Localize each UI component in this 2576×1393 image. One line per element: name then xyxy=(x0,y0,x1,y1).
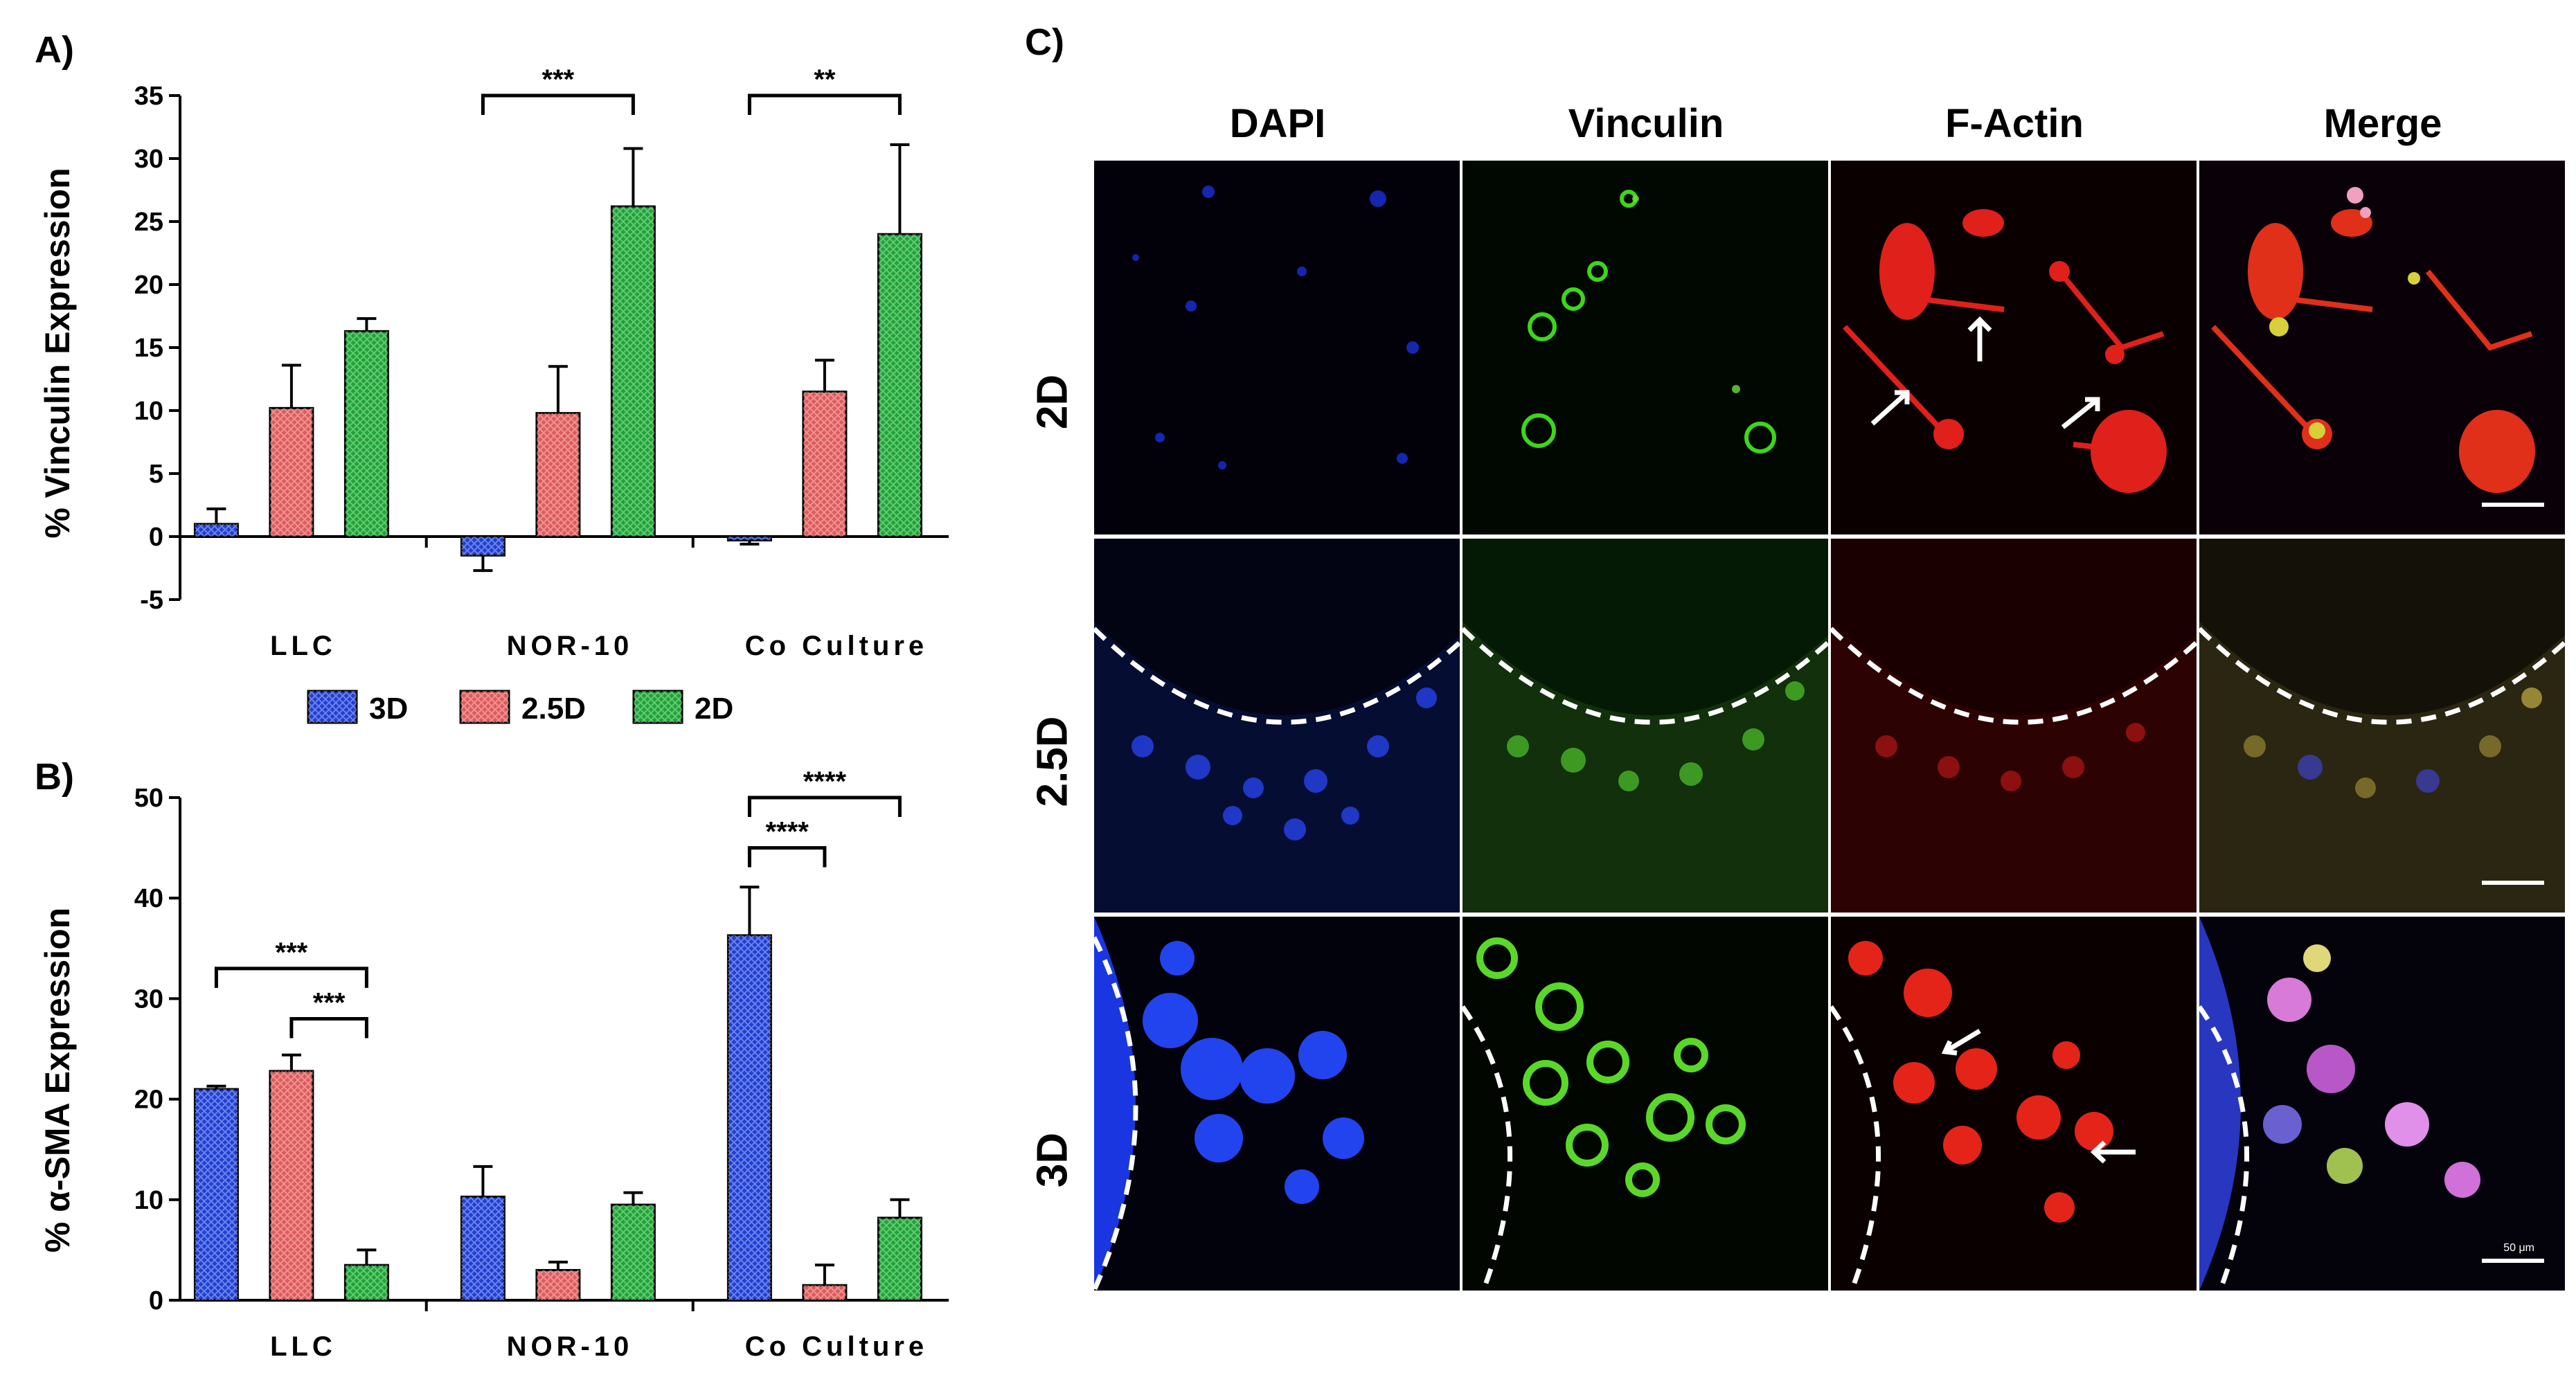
bar-hatch xyxy=(345,1265,388,1300)
bar-hatch xyxy=(728,537,771,541)
micrograph-25d-merge xyxy=(2199,539,2565,913)
significance-bracket xyxy=(747,93,902,115)
column-header-merge: Merge xyxy=(2323,101,2442,146)
bar-hatch xyxy=(461,1196,505,1300)
y-tick-label: 5 xyxy=(149,460,163,489)
y-tick-label: 15 xyxy=(134,334,163,363)
panel-letter-c: C) xyxy=(1025,21,1064,63)
y-tick-label: 30 xyxy=(134,145,163,174)
category-label: NOR-10 xyxy=(507,1331,634,1362)
micrograph-3d-factin xyxy=(1831,917,2197,1291)
y-tick-label: 0 xyxy=(149,1286,163,1315)
y-axis-title-a: % Vinculin Expression xyxy=(38,168,77,538)
bar-hatch xyxy=(878,234,922,537)
significance-label: *** xyxy=(542,64,575,95)
y-tick-label: 10 xyxy=(134,1186,163,1215)
y-tick-label: 35 xyxy=(134,82,163,111)
microscopy-panel: C) DAPI Vinculin F-Actin Merge 2D 2.5D 3… xyxy=(997,0,2576,1393)
legend: 3D 2.5D 2D xyxy=(307,690,733,726)
y-tick-label: 50 xyxy=(134,784,163,813)
micrograph-2d-factin xyxy=(1831,161,2197,534)
micrograph-25d-factin xyxy=(1831,539,2197,913)
bar-hatch xyxy=(345,331,388,537)
row-header-2d: 2D xyxy=(1028,374,1077,430)
y-tick-label: 25 xyxy=(134,208,163,237)
legend-label: 2D xyxy=(695,692,733,726)
scale-bar xyxy=(2482,1259,2544,1263)
significance-bracket xyxy=(289,1016,368,1039)
category-label: LLC xyxy=(270,631,337,661)
panel-letter-b: B) xyxy=(35,756,74,798)
legend-swatch-hatch xyxy=(634,691,682,723)
panel-letter-a: A) xyxy=(35,29,74,71)
bar-hatch xyxy=(803,1285,846,1300)
column-header-factin: F-Actin xyxy=(1945,101,2084,146)
bar-hatch xyxy=(195,1089,238,1300)
bar-hatch xyxy=(611,1205,655,1300)
scale-bar xyxy=(2482,503,2544,507)
column-header-vinculin: Vinculin xyxy=(1568,101,1724,146)
micrograph-3d-vinculin xyxy=(1463,917,1828,1291)
y-tick-label: 0 xyxy=(149,523,163,552)
significance-bracket xyxy=(481,93,635,115)
bar-hatch xyxy=(269,408,313,537)
legend-swatch-hatch xyxy=(308,691,357,723)
significance-bracket xyxy=(747,846,827,868)
y-tick-label: 10 xyxy=(134,397,163,426)
micrograph-25d-dapi xyxy=(1094,539,1460,913)
bar-hatch xyxy=(728,935,771,1300)
category-label: LLC xyxy=(270,1331,337,1362)
legend-swatch-hatch xyxy=(460,691,509,723)
bar-hatch xyxy=(461,537,505,556)
asma-bar-chart: B) % α-SMA Expression 0 10 20 30 40 50 LLC NOR-… xyxy=(35,756,949,1362)
significance-label: **** xyxy=(803,766,847,797)
micrograph-2d-vinculin xyxy=(1463,161,1828,534)
legend-label: 3D xyxy=(369,692,408,726)
row-header-25d: 2.5D xyxy=(1028,716,1077,807)
row-header-3d: 3D xyxy=(1028,1132,1077,1188)
bar-hatch xyxy=(269,1070,313,1300)
category-label: Co Culture xyxy=(745,1331,928,1362)
micrograph-2d-dapi xyxy=(1094,161,1460,534)
bar-hatch xyxy=(878,1217,922,1300)
bar-hatch xyxy=(536,1270,580,1300)
micrograph-25d-vinculin xyxy=(1463,539,1828,913)
significance-label: ** xyxy=(814,64,836,95)
category-label: NOR-10 xyxy=(507,631,634,661)
legend-label: 2.5D xyxy=(521,692,586,726)
column-header-dapi: DAPI xyxy=(1229,101,1326,146)
y-tick-label: 20 xyxy=(134,1086,163,1115)
y-tick-label: 20 xyxy=(134,271,163,300)
scale-bar-label: 50 μm xyxy=(2503,1242,2534,1254)
significance-label: *** xyxy=(313,987,346,1018)
y-tick-label: 40 xyxy=(134,884,163,913)
micrograph-2d-merge xyxy=(2199,161,2565,534)
micrograph-3d-merge: 50 μm xyxy=(2199,917,2565,1291)
y-tick-label: 30 xyxy=(134,985,163,1014)
micrograph-3d-dapi xyxy=(1094,917,1460,1291)
y-tick-label: -5 xyxy=(140,586,163,615)
scale-bar xyxy=(2482,881,2544,885)
bar-hatch xyxy=(803,391,846,537)
category-label: Co Culture xyxy=(745,631,928,661)
bar-hatch xyxy=(536,413,580,537)
significance-bracket xyxy=(214,967,368,988)
bar-hatch xyxy=(611,206,655,537)
significance-label: **** xyxy=(766,817,810,847)
significance-label: *** xyxy=(276,937,308,968)
vinculin-bar-chart: A) % Vinculin Expression -5 0 5 10 15 20 25 30 3… xyxy=(35,29,949,726)
y-axis-title-b: % α-SMA Expression xyxy=(38,908,77,1252)
bar-hatch xyxy=(195,523,238,537)
significance-bracket xyxy=(747,796,902,817)
